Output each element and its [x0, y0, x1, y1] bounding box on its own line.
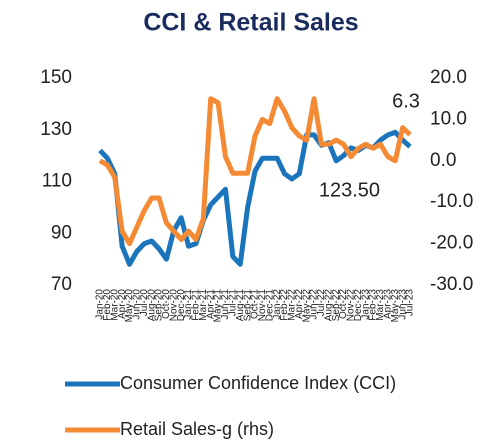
x-tick-label: Jun-22	[309, 289, 320, 320]
x-tick-label: Sep-21	[242, 289, 253, 322]
y2-tick-label: -10.0	[430, 191, 473, 212]
y2-tick-label: 0.0	[430, 150, 456, 171]
x-tick-label: Nov-20	[168, 289, 179, 322]
x-tick-label: Dec-21	[264, 289, 275, 322]
x-tick-label: Nov-22	[346, 289, 357, 322]
x-tick-label: Dec-20	[176, 289, 187, 322]
x-tick-label: Jun-23	[397, 289, 408, 320]
series-line	[98, 96, 412, 247]
y-tick-label: 150	[40, 67, 72, 88]
x-tick-label: Mar-20	[109, 289, 120, 321]
y2-tick-label: 10.0	[430, 108, 467, 129]
y2-tick-label: -30.0	[430, 274, 473, 295]
x-tick-label: Mar-22	[287, 289, 298, 321]
x-tick-label: Nov-21	[257, 289, 268, 322]
x-tick-label: Oct-22	[338, 289, 349, 319]
x-tick-label: Sep-20	[154, 289, 165, 322]
x-tick-label: Jul-22	[316, 289, 327, 317]
x-tick-label: Apr-23	[382, 289, 393, 319]
x-tick-label: Feb-23	[368, 289, 379, 321]
y2-tick-label: -20.0	[430, 233, 473, 254]
y-tick-label: 70	[51, 274, 72, 295]
x-tick-label: Mar-23	[375, 289, 386, 321]
x-tick-label: Jul-23	[405, 289, 416, 317]
y2-tick-label: 20.0	[430, 67, 467, 88]
x-tick-label: Aug-21	[235, 289, 246, 322]
y-tick-label: 130	[40, 119, 72, 140]
x-tick-label: Jan-23	[360, 289, 371, 320]
x-tick-label: Aug-20	[146, 289, 157, 322]
x-tick-label: Jul-21	[227, 289, 238, 317]
x-tick-label: Oct-21	[250, 289, 261, 319]
legend-label: Retail Sales-g (rhs)	[120, 419, 274, 439]
chart-title: CCI & Retail Sales	[143, 9, 358, 37]
legend-label: Consumer Confidence Index (CCI)	[120, 373, 396, 393]
x-tick-label: Jun-20	[132, 289, 143, 320]
x-tick-label: Feb-22	[279, 289, 290, 321]
x-tick-label: Feb-20	[102, 289, 113, 321]
x-tick-label: Jun-21	[220, 289, 231, 320]
x-tick-label: Jan-22	[272, 289, 283, 320]
x-tick-label: Jan-21	[183, 289, 194, 320]
data-label: 123.50	[319, 179, 380, 201]
x-tick-label: Mar-21	[198, 289, 209, 321]
x-tick-label: Jul-20	[139, 289, 150, 317]
data-label: 6.3	[392, 90, 420, 112]
x-tick-label: Jan-20	[95, 289, 106, 320]
x-tick-label: Oct-20	[161, 289, 172, 319]
x-tick-label: Apr-22	[294, 289, 305, 319]
x-tick-label: May-20	[124, 289, 135, 323]
x-tick-label: May-23	[390, 289, 401, 323]
x-tick-label: May-22	[301, 289, 312, 323]
x-tick-label: Aug-22	[323, 289, 334, 322]
x-tick-label: Dec-22	[353, 289, 364, 322]
x-tick-label: Sep-22	[331, 289, 342, 322]
x-tick-label: Feb-21	[191, 289, 202, 321]
y-tick-label: 90	[51, 222, 72, 243]
x-tick-label: Apr-21	[205, 289, 216, 319]
x-tick-label: Apr-20	[117, 289, 128, 319]
x-tick-label: May-21	[213, 289, 224, 323]
y-tick-label: 110	[42, 171, 72, 192]
